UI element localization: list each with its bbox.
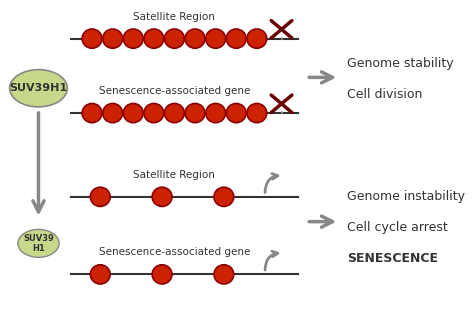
Ellipse shape [123,29,143,48]
Text: SUV39H1: SUV39H1 [9,83,67,93]
Ellipse shape [123,104,143,123]
Ellipse shape [206,29,226,48]
Ellipse shape [152,265,172,284]
Ellipse shape [214,265,234,284]
Text: Senescence-associated gene: Senescence-associated gene [99,247,250,257]
Ellipse shape [91,265,110,284]
Ellipse shape [206,104,226,123]
Ellipse shape [247,29,267,48]
Ellipse shape [247,104,267,123]
Ellipse shape [144,104,164,123]
Text: Senescence-associated gene: Senescence-associated gene [99,86,250,96]
Ellipse shape [185,104,205,123]
Text: SUV39
H1: SUV39 H1 [23,234,54,253]
Ellipse shape [103,29,122,48]
Text: Genome instability: Genome instability [347,190,465,203]
Text: Satellite Region: Satellite Region [134,170,215,180]
Ellipse shape [144,29,164,48]
Text: Genome stability: Genome stability [347,57,454,70]
Ellipse shape [103,104,122,123]
Text: Cell cycle arrest: Cell cycle arrest [347,221,448,234]
Text: SENESCENCE: SENESCENCE [347,252,438,265]
Ellipse shape [164,104,184,123]
Text: Cell division: Cell division [347,88,423,101]
Ellipse shape [185,29,205,48]
Ellipse shape [82,104,102,123]
Ellipse shape [214,187,234,207]
Ellipse shape [164,29,184,48]
Ellipse shape [152,187,172,207]
Ellipse shape [9,69,67,107]
Ellipse shape [18,229,59,257]
Ellipse shape [91,187,110,207]
Text: Satellite Region: Satellite Region [134,12,215,22]
Ellipse shape [82,29,102,48]
Ellipse shape [227,104,246,123]
Ellipse shape [227,29,246,48]
